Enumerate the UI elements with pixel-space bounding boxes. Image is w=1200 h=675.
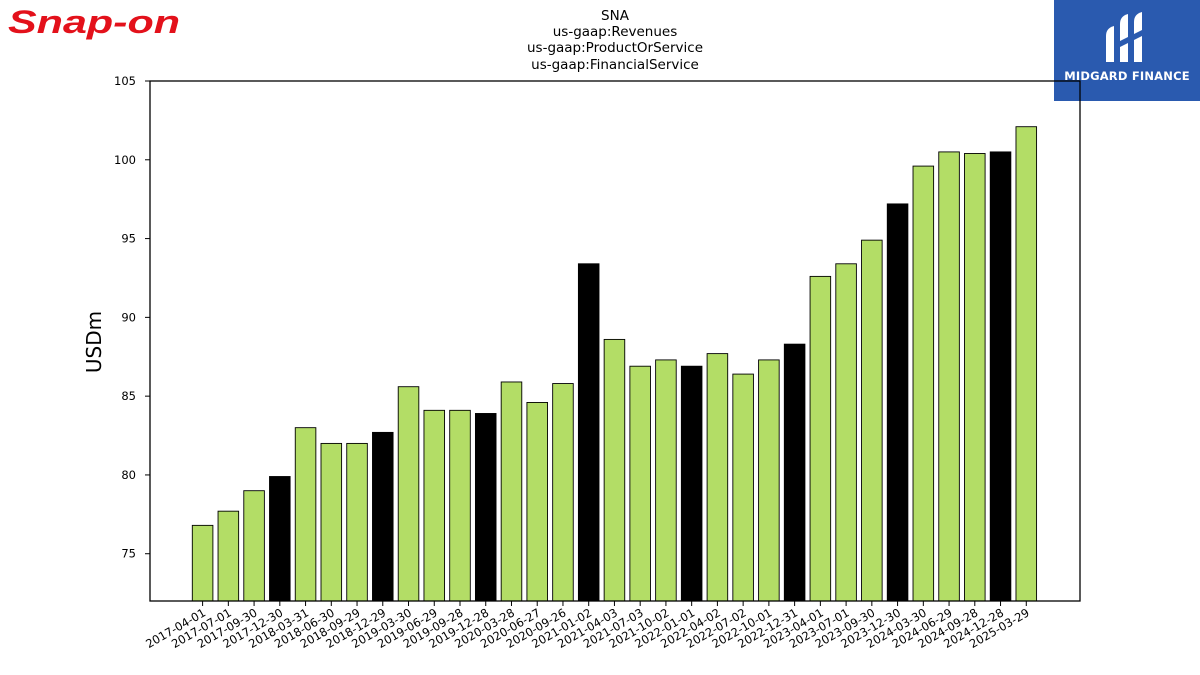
bar-2023-07-01 [835,263,857,602]
bar-2022-10-01 [758,359,780,602]
y-tick-label: 80 [121,468,136,482]
bar-2022-12-31 [783,343,806,602]
bar-2018-12-29 [372,431,394,602]
chart-title-line-3: us-gaap:ProductOrService [527,40,703,56]
bar-2021-01-02 [577,263,600,602]
bar-2017-09-30 [243,490,265,602]
bar-2025-03-29 [1015,126,1038,602]
bar-2024-12-28 [989,151,1012,602]
y-tick-label: 90 [121,310,136,324]
midgard-finance-text: MIDGARD FINANCE [1064,69,1190,83]
x-axis-ticks: 2017-04-012017-07-012017-09-302017-12-30… [143,601,1032,651]
plot-frame [149,80,1081,602]
bar-2019-03-30 [397,386,420,602]
y-tick-label: 105 [114,74,136,88]
y-axis-label: USDm [82,311,106,373]
bar-2017-04-01 [191,524,214,602]
bar-2019-09-28 [449,409,471,602]
bar-2019-06-29 [423,409,446,602]
bar-2024-09-28 [964,153,986,602]
bar-2017-07-01 [217,510,240,602]
midgard-emblem-icon [1106,12,1142,62]
bars-group [191,126,1038,602]
midgard-finance-logo: MIDGARD FINANCE [1054,0,1200,101]
bar-2023-09-30 [861,239,883,602]
y-tick-label: 85 [121,389,136,403]
bar-2024-03-30 [912,165,935,602]
bar-2022-01-01 [680,365,703,602]
chart-title-line-2: us-gaap:Revenues [553,24,678,40]
y-axis-ticks: 75 80 85 90 95 100 105 [114,74,150,561]
bar-2018-03-31 [294,427,317,602]
bar-2021-07-03 [629,365,651,602]
bar-2022-07-02 [732,373,754,602]
bar-2020-03-28 [500,381,523,602]
bar-2023-12-30 [886,203,909,602]
bar-2019-12-28 [474,413,497,602]
chart-title-line-1: SNA [601,8,630,24]
chart-title: SNA us-gaap:Revenues us-gaap:ProductOrSe… [527,8,703,73]
chart-title-line-4: us-gaap:FinancialService [531,57,699,73]
bar-2021-10-02 [655,359,677,602]
bar-2017-12-30 [269,476,291,602]
bar-2023-04-01 [809,275,832,602]
bar-2021-04-03 [603,338,626,602]
y-tick-label: 100 [114,153,136,167]
bar-2018-06-30 [320,442,343,602]
bar-2024-06-29 [938,151,960,602]
bar-2020-09-26 [552,383,574,602]
bar-2020-06-27 [526,402,548,602]
snap-on-logo-text: Snap-on [8,4,180,40]
bar-2018-09-29 [346,442,368,602]
y-tick-label: 75 [121,547,136,561]
y-tick-label: 95 [121,232,136,246]
bar-2022-04-02 [706,353,729,602]
snap-on-logo: Snap-on [8,4,180,40]
